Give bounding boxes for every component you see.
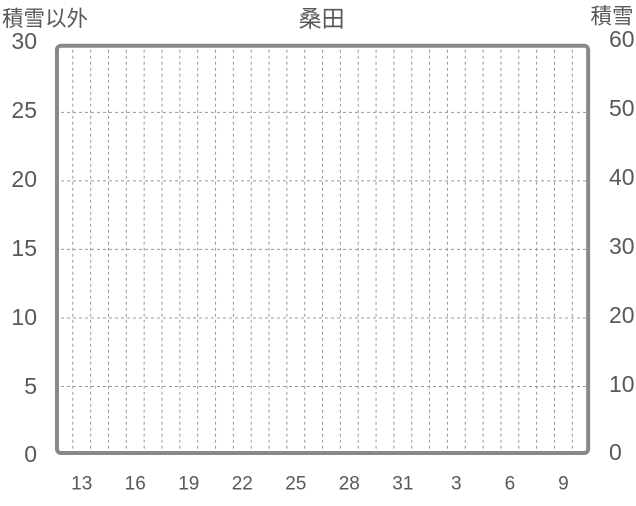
svg-text:25: 25: [285, 474, 306, 495]
svg-text:31: 31: [392, 474, 413, 495]
svg-text:0: 0: [609, 439, 622, 465]
svg-text:15: 15: [11, 235, 37, 261]
svg-text:60: 60: [609, 26, 635, 52]
svg-text:桑田: 桑田: [299, 5, 345, 31]
svg-text:30: 30: [11, 28, 37, 54]
svg-text:3: 3: [451, 474, 462, 495]
svg-text:20: 20: [11, 166, 37, 192]
svg-text:10: 10: [609, 371, 635, 397]
svg-text:9: 9: [558, 474, 569, 495]
svg-text:積雪以外: 積雪以外: [2, 7, 88, 31]
svg-text:19: 19: [178, 474, 199, 495]
svg-text:16: 16: [125, 474, 146, 495]
svg-text:20: 20: [609, 302, 635, 328]
svg-text:40: 40: [609, 164, 635, 190]
svg-text:5: 5: [24, 373, 37, 399]
svg-text:積雪: 積雪: [590, 5, 633, 29]
svg-text:13: 13: [71, 474, 92, 495]
svg-text:30: 30: [609, 233, 635, 259]
svg-text:50: 50: [609, 95, 635, 121]
svg-text:0: 0: [24, 441, 37, 467]
svg-text:25: 25: [11, 97, 37, 123]
svg-text:10: 10: [11, 304, 37, 330]
svg-text:6: 6: [505, 474, 516, 495]
svg-text:22: 22: [232, 474, 253, 495]
svg-text:28: 28: [339, 474, 360, 495]
